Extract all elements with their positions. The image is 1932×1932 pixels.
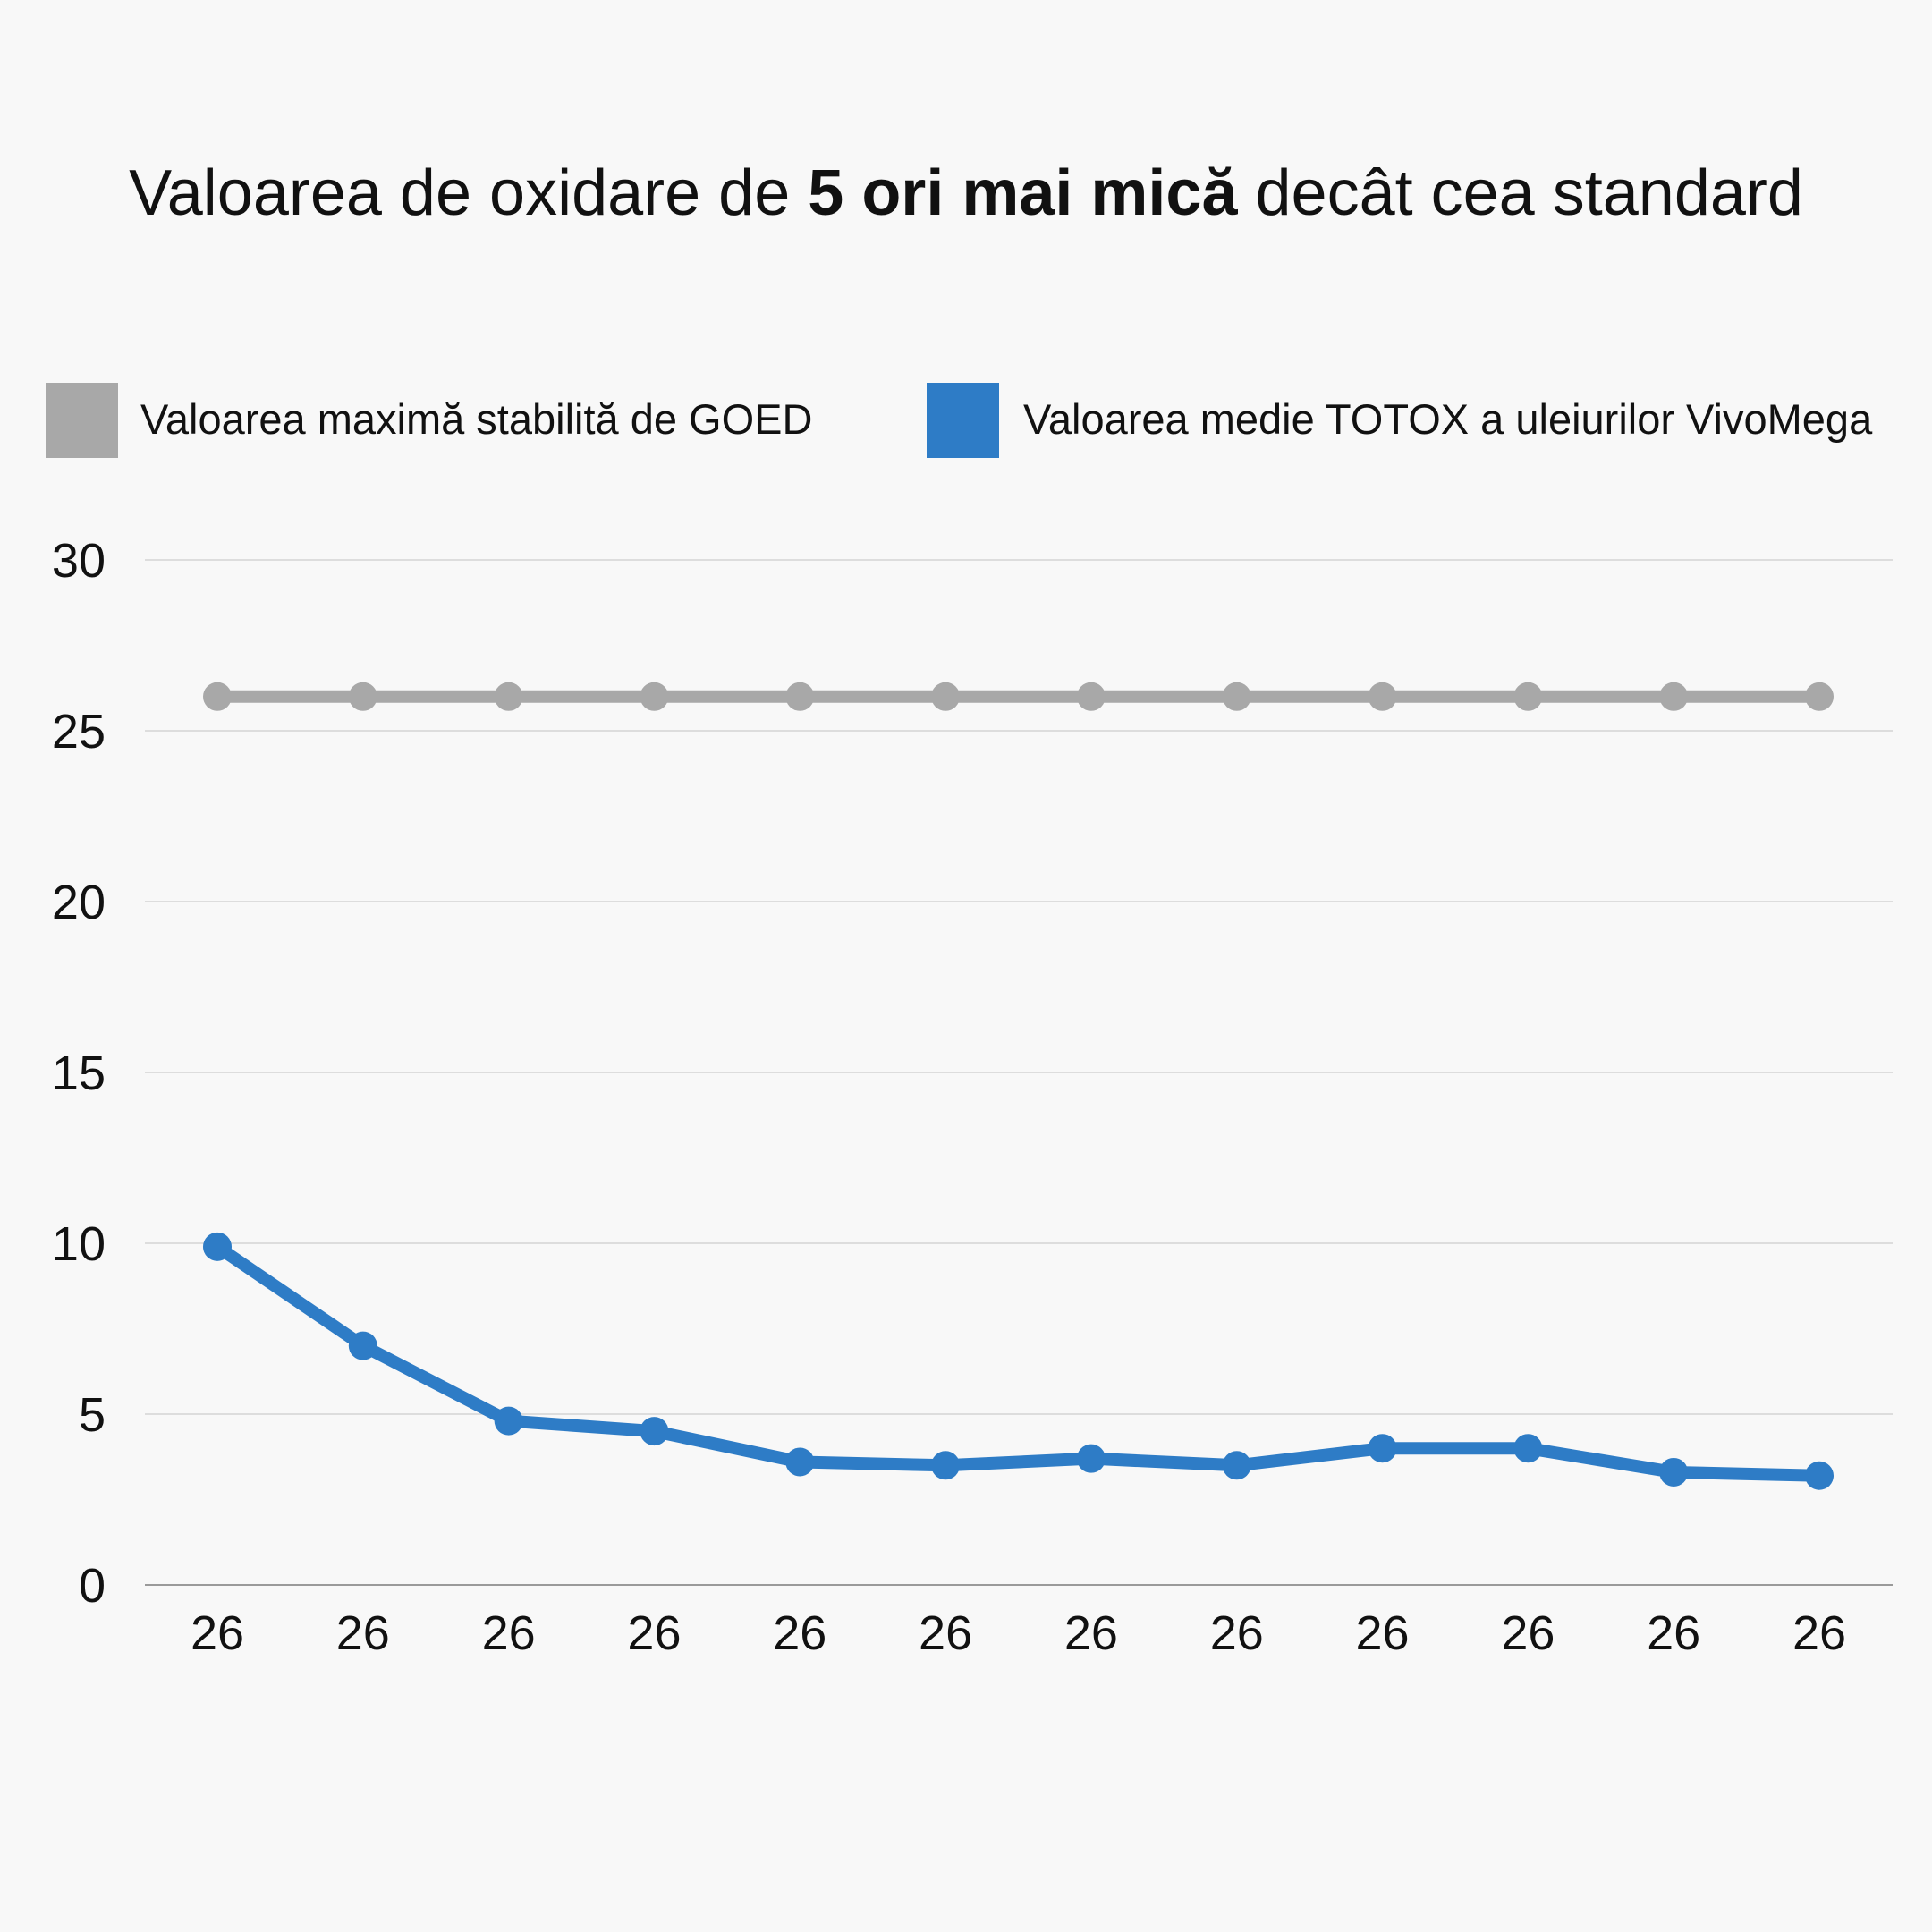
x-tick-label: 26 [627,1606,681,1660]
data-point [494,1406,523,1436]
chart-title: Valoarea de oxidare de 5 ori mai mică de… [129,157,1803,229]
x-tick-label: 26 [336,1606,390,1660]
x-tick-label: 26 [1210,1606,1264,1660]
data-point [1076,1444,1106,1473]
y-tick-label: 15 [52,1046,106,1100]
x-tick-label: 26 [773,1606,826,1660]
data-point [1805,682,1834,711]
data-point [203,1232,232,1261]
chart-title-suffix: decât cea standard [1238,157,1803,229]
y-tick-label: 30 [52,534,106,588]
series-vivomega [203,1232,1834,1490]
legend: Valoarea maximă stabilită de GOED Valoar… [46,383,1873,458]
legend-label-vivomega: Valoarea medie TOTOX a uleiurilor VivoMe… [1023,395,1873,443]
data-point [203,682,232,711]
data-point [1659,1457,1689,1487]
legend-swatch-goed [46,383,118,458]
data-point [640,1417,669,1446]
data-point [785,682,815,711]
series-layer [203,682,1834,1490]
data-point [1368,1434,1397,1463]
data-point [1805,1461,1834,1490]
legend-swatch-vivomega [927,383,999,458]
data-point [931,682,961,711]
data-point [1222,1451,1251,1480]
chart-title-prefix: Valoarea de oxidare de [129,157,808,229]
series-goed [203,682,1834,711]
data-point [931,1451,961,1480]
data-point [348,1331,377,1360]
data-point [1368,682,1397,711]
legend-label-goed: Valoarea maximă stabilită de GOED [140,395,812,443]
data-point [1659,682,1689,711]
data-point [348,682,377,711]
y-axis-ticks: 0 5 10 15 20 25 30 [52,534,106,1613]
series-line [211,1240,1826,1482]
chart-title-bold: 5 ori mai mică [808,157,1238,229]
y-tick-label: 0 [79,1559,106,1613]
x-tick-label: 26 [919,1606,972,1660]
gridlines [145,559,1893,1586]
y-tick-label: 5 [79,1388,106,1442]
x-tick-label: 26 [482,1606,536,1660]
data-point [1513,1434,1543,1463]
x-tick-label: 26 [1792,1606,1846,1660]
data-point [494,682,523,711]
x-tick-label: 26 [1064,1606,1118,1660]
x-tick-label: 26 [1501,1606,1555,1660]
y-tick-label: 10 [52,1217,106,1271]
x-tick-label: 26 [1647,1606,1700,1660]
data-point [1076,682,1106,711]
y-tick-label: 25 [52,705,106,758]
data-point [1513,682,1543,711]
y-tick-label: 20 [52,876,106,929]
x-tick-label: 26 [191,1606,244,1660]
x-axis-ticks: 26 26 26 26 26 26 26 26 26 26 26 26 [191,1606,1846,1660]
data-point [640,682,669,711]
data-point [1222,682,1251,711]
x-tick-label: 26 [1356,1606,1410,1660]
data-point [785,1447,815,1477]
